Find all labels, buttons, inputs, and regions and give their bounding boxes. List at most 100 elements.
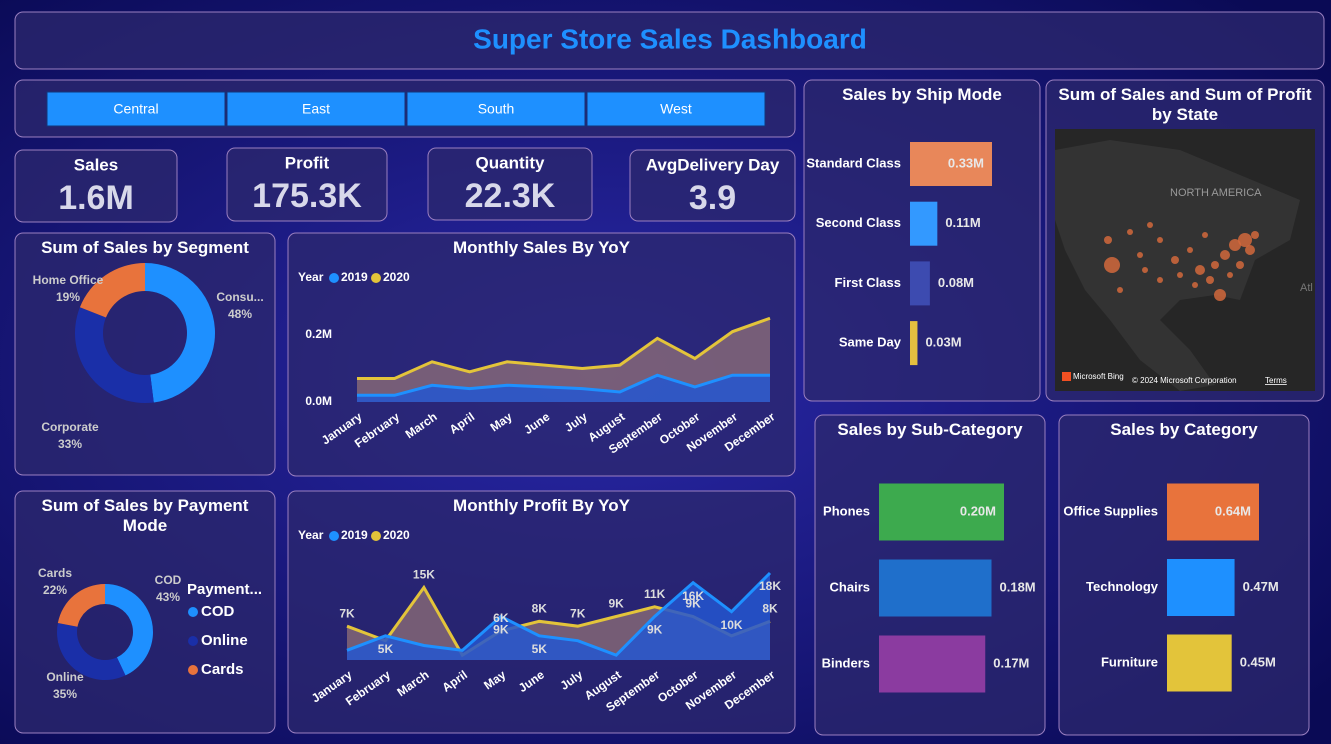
legend-title: Payment... — [187, 581, 262, 598]
category-label: Standard Class — [806, 155, 901, 170]
map-bubble — [1137, 252, 1143, 258]
chart-title: Sum of Sales and Sum of Profit by State — [1058, 85, 1312, 124]
kpi-label: Sales — [74, 155, 118, 174]
bar — [910, 201, 938, 246]
data-label: 8K — [762, 602, 778, 616]
legend-label: Cards — [201, 661, 244, 678]
category-label: Binders — [822, 655, 870, 670]
title-box: Sales by Ship Mode — [842, 85, 1002, 104]
map-bubble — [1251, 231, 1259, 239]
legend-swatch — [188, 636, 198, 646]
bar — [879, 635, 986, 693]
chart-title: Monthly Sales By YoY — [453, 238, 630, 257]
map-bubble — [1177, 272, 1183, 278]
chart-panel — [287, 232, 796, 477]
map-bubble — [1202, 232, 1208, 238]
kpi-value: 22.3K — [465, 177, 556, 215]
bar — [1167, 483, 1259, 541]
slice-label: Cards — [38, 566, 72, 580]
data-label: 0.11M — [945, 215, 980, 230]
data-label: 5K — [532, 642, 548, 656]
slicer-label[interactable]: South — [478, 101, 515, 117]
map-bubble — [1227, 272, 1233, 278]
slice-value: 22% — [43, 583, 67, 597]
map-bubble — [1104, 257, 1120, 273]
chart-panel — [287, 490, 796, 734]
data-label: 8K — [532, 602, 548, 616]
legend-label: Online — [201, 632, 248, 649]
title-box: Monthly Profit By YoY — [453, 496, 630, 515]
donut-slice — [75, 307, 154, 403]
bar — [910, 142, 992, 186]
data-label: 9K — [609, 597, 625, 611]
slicer-button[interactable] — [586, 91, 766, 127]
legend-label: 2019 — [341, 270, 368, 284]
bar — [910, 321, 918, 366]
map-bubble — [1157, 237, 1163, 243]
legend-swatch — [188, 607, 198, 617]
chart-title: Sum of Sales by Payment Mode — [41, 496, 249, 535]
map-bubble — [1211, 261, 1219, 269]
donut-slice — [145, 263, 216, 403]
y-tick-label: 0.0M — [305, 394, 332, 408]
y-tick-label: 0.2M — [305, 327, 332, 341]
data-label: 0.17M — [993, 655, 1029, 670]
chart-title: Sales by Sub-Category — [837, 420, 1023, 439]
map-bubble — [1229, 239, 1241, 251]
title-box: Sum of Sales by Payment Mode — [41, 496, 249, 535]
data-label: 6K — [493, 611, 509, 625]
slicer-label[interactable]: West — [660, 101, 692, 117]
donut-slice — [57, 584, 105, 627]
data-label: 9K — [647, 623, 663, 637]
kpi-label: AvgDelivery Day — [646, 155, 780, 174]
bar — [879, 559, 992, 617]
map-label: Terms — [1265, 376, 1287, 385]
data-label: 16K — [682, 589, 704, 603]
legend-swatch — [188, 665, 198, 675]
kpi-cards: Sales 1.6M Profit 175.3K Quantity 22.3K AvgDel… — [14, 147, 796, 223]
map-bubble — [1195, 265, 1205, 275]
map-bubble — [1127, 229, 1133, 235]
kpi-card — [629, 149, 796, 222]
slicer-label[interactable]: Central — [113, 101, 158, 117]
map-bubble — [1157, 277, 1163, 283]
map-bubble — [1104, 236, 1112, 244]
slice-label: COD — [155, 573, 182, 587]
legend-swatch — [329, 531, 339, 541]
chart-panel — [14, 232, 276, 476]
slice-value: 35% — [53, 687, 77, 701]
data-label: 10K — [721, 618, 743, 632]
slicer-label[interactable]: East — [302, 101, 330, 117]
kpi-value: 1.6M — [58, 179, 134, 217]
slicer-button[interactable] — [46, 91, 226, 127]
category-label: Phones — [823, 503, 870, 518]
donut-slice — [57, 623, 126, 681]
kpi-value: 175.3K — [252, 177, 362, 215]
data-label: 0.18M — [1000, 579, 1036, 594]
kpi-card — [427, 147, 593, 221]
data-label: 18K — [759, 579, 781, 593]
area-line — [346, 571, 772, 657]
chart-title: Sum of Sales by Segment — [41, 238, 249, 257]
data-label: 0.45M — [1240, 654, 1276, 669]
map-bubble — [1117, 287, 1123, 293]
title-box: Monthly Sales By YoY — [453, 238, 630, 257]
bar — [879, 483, 1004, 541]
slicer-button[interactable] — [226, 91, 406, 127]
category-label: Office Supplies — [1063, 503, 1158, 518]
category-label: Technology — [1086, 579, 1159, 594]
map-label: Atl — [1300, 282, 1313, 294]
donut-slice — [79, 263, 145, 318]
kpi-label: Profit — [285, 153, 330, 172]
map-label: NORTH AMERICA — [1170, 187, 1262, 199]
data-label: 11K — [644, 587, 666, 601]
data-label: 9K — [493, 623, 509, 637]
slicer-button[interactable] — [406, 91, 586, 127]
bar — [1167, 559, 1235, 616]
title-box: Sum of Sales by Segment — [41, 238, 249, 257]
slice-label: Corporate — [41, 420, 99, 434]
donut-slice — [105, 584, 153, 676]
area-fill — [347, 573, 770, 660]
chart-title: Sales by Category — [1110, 420, 1258, 439]
